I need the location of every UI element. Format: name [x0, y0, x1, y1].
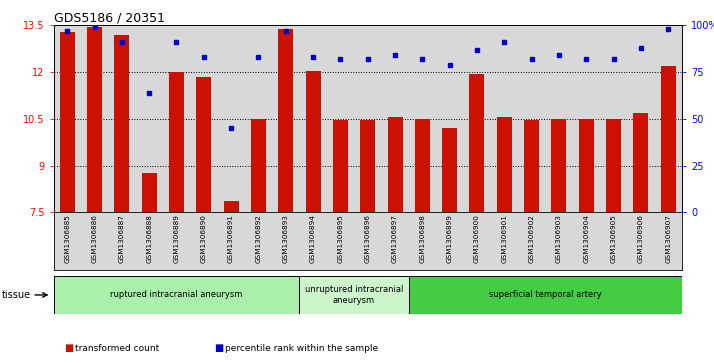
Bar: [169, 72, 184, 212]
Text: GSM1306899: GSM1306899: [447, 214, 453, 263]
Bar: [60, 32, 75, 212]
Bar: [251, 119, 266, 212]
Bar: [551, 119, 566, 212]
Bar: [54, 276, 299, 314]
Text: GSM1306905: GSM1306905: [610, 214, 617, 263]
Text: GSM1306896: GSM1306896: [365, 214, 371, 263]
Text: GSM1306887: GSM1306887: [119, 214, 125, 263]
Bar: [408, 276, 682, 314]
Bar: [388, 117, 403, 212]
Text: GSM1306907: GSM1306907: [665, 214, 671, 263]
Bar: [141, 174, 156, 212]
Text: GSM1306895: GSM1306895: [338, 214, 343, 263]
Text: ■: ■: [64, 343, 74, 354]
Bar: [299, 276, 408, 314]
Text: GSM1306894: GSM1306894: [310, 214, 316, 263]
Bar: [497, 117, 512, 212]
Text: transformed count: transformed count: [75, 344, 159, 353]
Text: GDS5186 / 20351: GDS5186 / 20351: [54, 11, 164, 24]
Text: percentile rank within the sample: percentile rank within the sample: [225, 344, 378, 353]
Text: GSM1306888: GSM1306888: [146, 214, 152, 263]
Text: GSM1306890: GSM1306890: [201, 214, 207, 263]
Bar: [114, 35, 129, 212]
Text: ■: ■: [214, 343, 223, 354]
Text: GSM1306900: GSM1306900: [474, 214, 480, 263]
Text: GSM1306898: GSM1306898: [419, 214, 426, 263]
Bar: [278, 29, 293, 212]
Text: GSM1306897: GSM1306897: [392, 214, 398, 263]
Bar: [87, 27, 102, 212]
Bar: [360, 121, 376, 212]
Bar: [660, 66, 675, 212]
Text: GSM1306891: GSM1306891: [228, 214, 234, 263]
Text: GSM1306889: GSM1306889: [174, 214, 179, 263]
Bar: [223, 201, 238, 212]
Text: GSM1306904: GSM1306904: [583, 214, 589, 263]
Text: superficial temporal artery: superficial temporal artery: [489, 290, 602, 299]
Bar: [415, 119, 430, 212]
Text: unruptured intracranial
aneurysm: unruptured intracranial aneurysm: [305, 285, 403, 305]
Bar: [579, 119, 594, 212]
Text: tissue: tissue: [1, 290, 31, 300]
Text: GSM1306885: GSM1306885: [64, 214, 70, 263]
Text: GSM1306903: GSM1306903: [556, 214, 562, 263]
Bar: [633, 113, 648, 212]
Bar: [470, 74, 485, 212]
Text: GSM1306906: GSM1306906: [638, 214, 644, 263]
Text: GSM1306901: GSM1306901: [501, 214, 508, 263]
Text: ruptured intracranial aneurysm: ruptured intracranial aneurysm: [110, 290, 243, 299]
Bar: [442, 128, 457, 212]
Bar: [333, 121, 348, 212]
Bar: [606, 119, 621, 212]
Bar: [306, 70, 321, 212]
Text: GSM1306886: GSM1306886: [91, 214, 98, 263]
Text: GSM1306902: GSM1306902: [528, 214, 535, 263]
Text: GSM1306893: GSM1306893: [283, 214, 288, 263]
Bar: [524, 121, 539, 212]
Bar: [196, 77, 211, 212]
Text: GSM1306892: GSM1306892: [256, 214, 261, 263]
